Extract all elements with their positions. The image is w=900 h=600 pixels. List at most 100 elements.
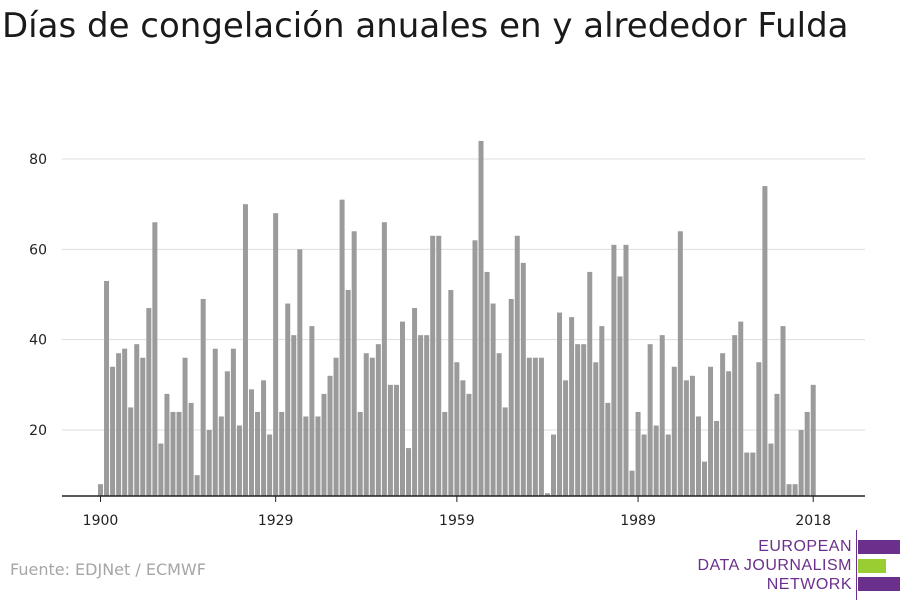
bar-1906 [134, 344, 140, 496]
bar-1966 [496, 353, 502, 496]
bar-1996 [677, 231, 683, 496]
edjnet-logo: EUROPEAN DATA JOURNALISM NETWORK [698, 530, 900, 600]
bar-1962 [472, 240, 478, 496]
y-tick-label-20: 20 [29, 423, 47, 439]
bar-1929 [273, 213, 279, 496]
bar-1952 [412, 308, 418, 496]
logo-bar-purple-top [858, 540, 900, 554]
bar-1951 [406, 448, 412, 496]
bar-1992 [653, 425, 659, 496]
x-tick-label-1929: 1929 [258, 513, 294, 529]
bar-1901 [104, 280, 110, 496]
bar-2003 [720, 353, 726, 496]
bar-1959 [454, 362, 460, 496]
bar-2006 [738, 321, 744, 496]
bar-1997 [683, 380, 689, 496]
bar-1948 [387, 384, 393, 496]
bar-1963 [478, 140, 484, 496]
bar-2002 [714, 420, 720, 496]
bar-1958 [448, 289, 454, 496]
bar-1969 [514, 235, 520, 496]
bar-1974 [544, 493, 550, 496]
bar-1938 [327, 375, 333, 496]
bar-1990 [641, 434, 647, 496]
bar-1933 [297, 249, 303, 496]
bar-1918 [206, 430, 212, 496]
bar-1905 [128, 407, 134, 496]
bar-1987 [623, 244, 629, 496]
bar-1937 [321, 393, 327, 496]
y-axis-ticks: 20 40 60 80 [29, 152, 47, 439]
bar-2014 [786, 484, 792, 496]
bar-1994 [665, 434, 671, 496]
bar-1983 [599, 326, 605, 496]
bar-1907 [140, 357, 146, 496]
bar-2005 [732, 335, 738, 496]
x-tick-label-2018: 2018 [795, 513, 831, 529]
bars [98, 140, 816, 497]
bar-1973 [538, 357, 544, 496]
chart-title: Días de congelación anuales en y alreded… [2, 6, 849, 46]
bar-1935 [309, 326, 315, 496]
bar-1917 [200, 299, 206, 496]
bar-1995 [671, 366, 677, 496]
bar-1923 [236, 425, 242, 496]
logo-text-european: EUROPEAN [758, 538, 852, 555]
bar-1981 [587, 271, 593, 496]
bar-1961 [466, 393, 472, 496]
bar-1916 [194, 475, 200, 496]
bar-1914 [182, 357, 188, 496]
bar-1972 [532, 357, 538, 496]
bar-1946 [375, 344, 381, 496]
bar-1900 [98, 484, 103, 496]
y-tick-label-40: 40 [29, 333, 47, 349]
bar-1903 [116, 353, 122, 496]
logo-bar-purple-bottom [858, 577, 900, 591]
bar-1954 [424, 335, 430, 496]
bar-1955 [430, 235, 436, 496]
bar-1931 [285, 303, 291, 496]
bar-1968 [508, 299, 514, 496]
bar-2007 [744, 452, 750, 496]
bar-1947 [381, 222, 387, 497]
x-tick-label-1900: 1900 [83, 513, 119, 529]
source-note: Fuente: EDJNet / ECMWF [10, 560, 206, 579]
bar-1986 [617, 276, 623, 496]
y-tick-label-80: 80 [29, 152, 47, 168]
bar-1975 [551, 434, 556, 496]
logo-bar-green [858, 559, 886, 573]
bar-1949 [393, 384, 399, 496]
bar-1965 [490, 303, 496, 496]
bar-2001 [708, 366, 714, 496]
bar-1902 [110, 366, 116, 496]
bar-1904 [122, 348, 128, 496]
bar-1920 [218, 416, 224, 496]
bar-1970 [520, 262, 526, 496]
bar-1977 [563, 380, 569, 496]
bar-1980 [581, 344, 587, 496]
bar-2013 [780, 326, 786, 496]
bar-1993 [659, 335, 665, 496]
bar-1912 [170, 411, 176, 496]
bar-1941 [345, 289, 351, 496]
bar-2018 [810, 384, 816, 496]
bar-1911 [164, 393, 170, 496]
bar-1953 [418, 335, 424, 496]
bar-1982 [593, 362, 599, 496]
bar-1926 [255, 411, 261, 496]
x-tick-label-1959: 1959 [439, 513, 475, 529]
bar-2008 [750, 452, 756, 496]
bar-1942 [351, 231, 357, 496]
bar-1940 [339, 199, 345, 496]
bar-1930 [279, 411, 285, 496]
bar-1932 [291, 335, 297, 496]
logo-divider [856, 530, 857, 600]
bar-1944 [363, 353, 369, 496]
bar-1928 [267, 434, 273, 496]
bar-2012 [774, 393, 780, 496]
bar-1908 [146, 308, 152, 496]
bar-1913 [176, 411, 182, 496]
bar-1922 [230, 348, 236, 496]
bar-1934 [303, 416, 309, 496]
bar-2015 [792, 484, 798, 496]
